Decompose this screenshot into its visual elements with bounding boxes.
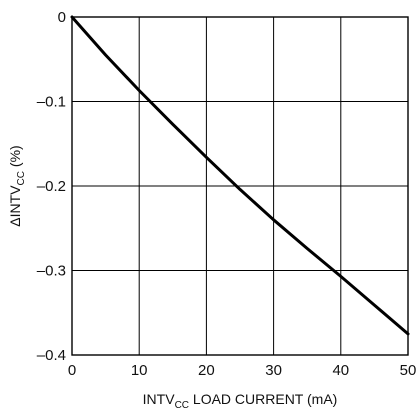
plot-frame — [71, 16, 409, 356]
x-tick-label: 10 — [131, 362, 148, 379]
y-tick-label: –0.3 — [37, 263, 66, 280]
y-axis-title-rest: (%) — [7, 145, 23, 171]
x-tick-label: 0 — [68, 362, 76, 379]
x-tick-label: 50 — [400, 362, 417, 379]
x-tick-labels: 0 10 20 30 40 50 — [68, 362, 417, 379]
grid — [72, 17, 408, 355]
x-axis-title-subscript: CC — [175, 400, 189, 411]
y-tick-label: –0.2 — [37, 178, 66, 195]
y-tick-label: –0.1 — [37, 94, 66, 111]
x-tick-label: 30 — [265, 362, 282, 379]
series-line — [70, 15, 410, 336]
x-tick-label: 40 — [332, 362, 349, 379]
y-axis-title: ΔINTVCC (%) — [7, 145, 27, 226]
y-axis-title-subscript: CC — [16, 171, 27, 185]
x-axis-title-main: INTV — [143, 391, 176, 407]
x-axis-title: INTVCC LOAD CURRENT (mA) — [143, 391, 338, 411]
y-tick-label: –0.4 — [37, 347, 66, 364]
y-tick-labels: 0 –0.1 –0.2 –0.3 –0.4 — [37, 9, 66, 364]
y-axis-title-main: ΔINTV — [7, 185, 23, 227]
x-axis-title-rest: LOAD CURRENT (mA) — [189, 391, 337, 407]
y-tick-label: 0 — [58, 9, 66, 26]
x-tick-label: 20 — [198, 362, 215, 379]
